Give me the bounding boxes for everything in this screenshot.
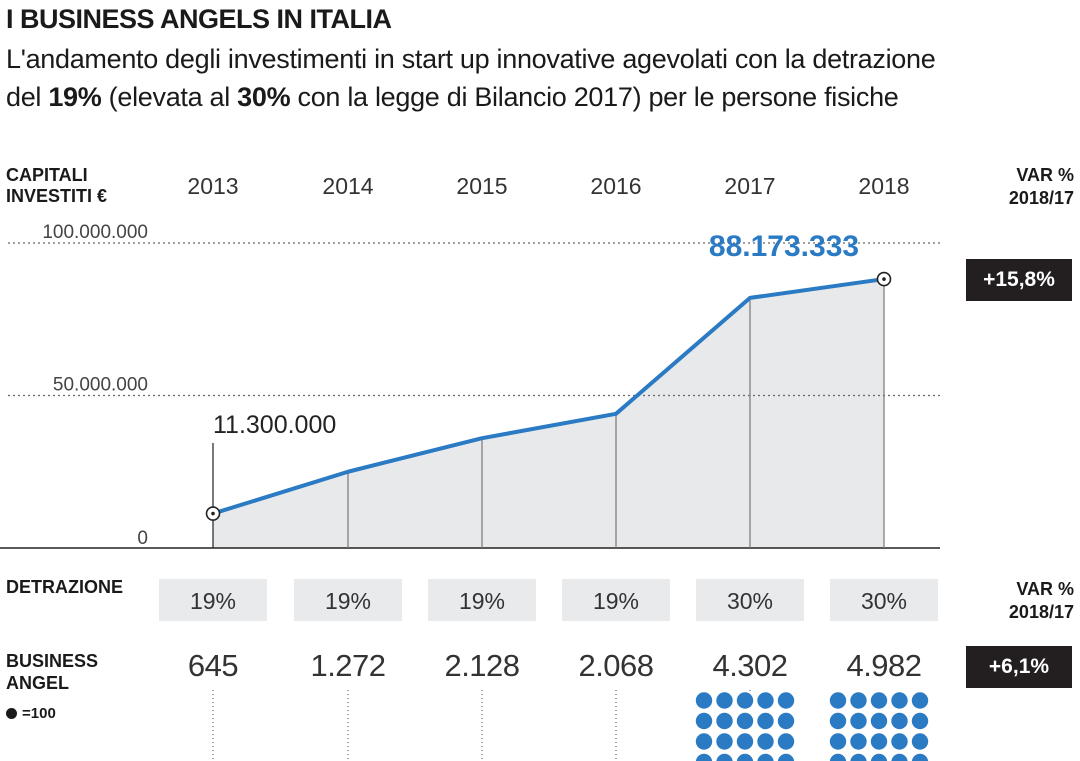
x-tick-label: 2013 (187, 173, 238, 199)
dot-legend: =100 (6, 705, 56, 722)
business-angel-label-1: BUSINESS (6, 651, 99, 671)
subtitle-text-a: del (6, 82, 49, 112)
detrazione-value: 19% (159, 579, 267, 621)
start-value-label: 11.300.000 (213, 411, 336, 439)
series-line (212, 277, 885, 516)
end-value-label: 88.173.333 (709, 230, 859, 263)
capital-var-label-1: VAR % (1016, 165, 1074, 185)
angel-dot (777, 712, 795, 730)
x-tick-label: 2016 (590, 173, 641, 199)
angel-dot (870, 733, 888, 750)
angel-dot (891, 753, 908, 761)
angel-dot (850, 692, 867, 709)
area-fill (213, 279, 884, 548)
angel-dot (736, 753, 754, 761)
detrazione-var-header: VAR % 2018/17 (954, 578, 1074, 624)
business-angel-var-badge: +6,1% (966, 646, 1072, 688)
detrazione-value: 19% (428, 579, 536, 621)
angel-dot (757, 733, 774, 750)
capital-var-badge: +15,8% (966, 259, 1072, 301)
business-angel-value: 4.982 (846, 648, 922, 683)
angel-dot (829, 753, 847, 761)
angel-dot (736, 712, 754, 730)
angel-dot (829, 712, 847, 730)
y-tick-label: 100.000.000 (42, 222, 148, 243)
business-angel-value: 2.068 (578, 648, 654, 683)
angel-dot (757, 712, 774, 730)
angel-dot (716, 692, 733, 709)
detrazione-var-label-1: VAR % (1016, 579, 1074, 599)
angel-dot (891, 712, 908, 730)
detrazione-value: 19% (294, 579, 402, 621)
angel-dot (716, 753, 733, 761)
business-angel-label: BUSINESS ANGEL (6, 650, 98, 694)
data-point-center (211, 511, 215, 516)
capital-label-line-1: CAPITALI (6, 165, 88, 185)
angel-dot (695, 733, 713, 750)
capital-label-line-2: INVESTITI € (6, 186, 108, 206)
angel-dot (911, 753, 929, 761)
angel-dot (911, 712, 929, 730)
business-angel-value: 2.128 (444, 648, 520, 683)
angel-dot (829, 692, 847, 709)
angel-dot (716, 712, 733, 730)
data-point-center (882, 277, 886, 281)
y-tick-label: 0 (137, 528, 148, 549)
legend-text: =100 (22, 705, 56, 722)
angel-dot (695, 692, 713, 709)
angel-dot (870, 692, 888, 709)
angel-dot (716, 733, 733, 750)
angel-dot (777, 692, 795, 709)
subtitle-rate-30: 30% (237, 82, 291, 112)
legend-dot-icon (6, 708, 17, 719)
angel-dot (850, 753, 867, 761)
business-angel-value: 1.272 (310, 648, 386, 683)
detrazione-value: 30% (696, 579, 804, 621)
x-tick-label: 2018 (858, 173, 909, 199)
angel-dot (736, 692, 754, 709)
subtitle-line-1: L'andamento degli investimenti in start … (6, 44, 936, 74)
angel-dot (891, 692, 908, 709)
x-tick-label: 2015 (456, 173, 507, 199)
capital-axis-label: CAPITALI INVESTITI € (6, 165, 107, 207)
subtitle-line-2: del 19% (elevata al 30% con la legge di … (6, 82, 899, 113)
angel-dot (911, 692, 929, 709)
subtitle-text-c: (elevata al (101, 82, 238, 112)
angel-dot (695, 753, 713, 761)
capital-var-label-2: 2018/17 (1008, 188, 1074, 208)
business-angel-value: 645 (187, 648, 239, 683)
business-angel-label-2: ANGEL (6, 673, 69, 693)
y-tick-label: 50.000.000 (53, 375, 148, 396)
chart-title: I BUSINESS ANGELS IN ITALIA (6, 4, 392, 34)
angel-dot (695, 712, 713, 730)
detrazione-var-label-2: 2018/17 (1008, 602, 1074, 622)
angel-dot (777, 753, 795, 761)
detrazione-value: 19% (562, 579, 670, 621)
angel-dot (850, 712, 867, 730)
angel-dot (829, 733, 847, 750)
angel-dot (891, 733, 908, 750)
angel-dot (850, 733, 867, 750)
detrazione-label: DETRAZIONE (6, 577, 123, 597)
x-tick-label: 2014 (322, 173, 373, 199)
angel-dot (911, 733, 929, 750)
subtitle-text-e: con la legge di Bilancio 2017) per le pe… (290, 82, 899, 112)
angel-dot (757, 753, 774, 761)
subtitle-rate-19: 19% (48, 82, 102, 112)
x-tick-label: 2017 (724, 173, 775, 199)
capital-var-header: VAR % 2018/17 (954, 164, 1074, 210)
detrazione-value: 30% (830, 579, 938, 621)
business-angel-value: 4.302 (712, 648, 788, 683)
angel-dot (777, 733, 795, 750)
angel-dot (870, 753, 888, 761)
angel-dot (736, 733, 754, 750)
angel-dot (757, 692, 774, 709)
angel-dot (870, 712, 888, 730)
